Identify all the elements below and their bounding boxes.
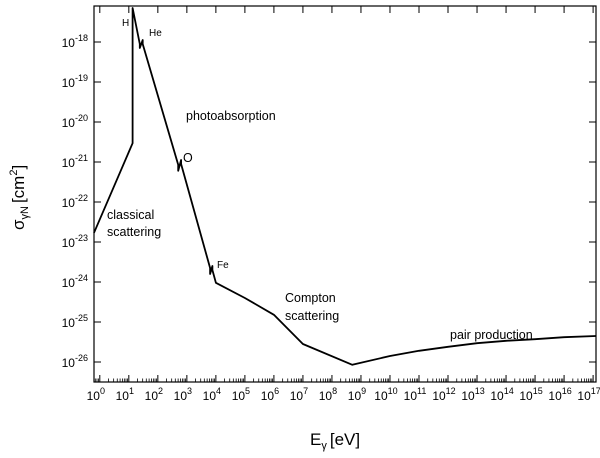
x-tick-label-1: 101 [116, 386, 134, 403]
x-tick-label-10: 1010 [374, 386, 397, 403]
y-tick-label--19: 10-19 [62, 73, 88, 90]
tick-marks [94, 6, 596, 382]
x-tick-label-12: 1012 [432, 386, 455, 403]
y-tick-label--23: 10-23 [62, 233, 88, 250]
x-tick-label-8: 108 [319, 386, 337, 403]
annotation-pair-production: pair production [450, 328, 533, 342]
x-tick-label-11: 1011 [404, 386, 427, 403]
annotation-photoabsorption: photoabsorption [186, 109, 276, 123]
x-tick-label-6: 106 [261, 386, 279, 403]
x-tick-label-9: 109 [348, 386, 366, 403]
x-tick-label-14: 1014 [490, 386, 513, 403]
x-tick-label-3: 103 [174, 386, 192, 403]
x-tick-label-0: 100 [87, 386, 105, 403]
x-axis-label: Eγ [eV] [310, 430, 360, 452]
cross-section-curve [93, 7, 597, 366]
svg-text:Eγ[eV]: Eγ [eV] [310, 430, 360, 452]
y-tick-label--22: 10-22 [62, 193, 88, 210]
x-tick-label-2: 102 [145, 386, 163, 403]
y-tick-label--25: 10-25 [62, 313, 88, 330]
tick-labels: 100 101 102 103 104 105 106 107 108 109 1010 1011 10… [62, 33, 600, 403]
annotation-compton-line1: Compton [285, 291, 336, 305]
annotation-fe: Fe [217, 260, 229, 271]
x-tick-label-7: 107 [290, 386, 308, 403]
annotation-compton-line2: scattering [285, 309, 339, 323]
annotation-o: O [183, 151, 193, 165]
y-tick-label--26: 10-26 [62, 353, 88, 370]
y-tick-label--20: 10-20 [62, 113, 88, 130]
y-tick-label--24: 10-24 [62, 273, 88, 290]
x-tick-label-5: 105 [232, 386, 250, 403]
plot-frame [93, 5, 597, 383]
x-tick-label-16: 1016 [548, 386, 571, 403]
annotation-classical-line2: scattering [107, 225, 161, 239]
x-tick-label-17: 1017 [577, 386, 600, 403]
y-tick-label--21: 10-21 [62, 153, 88, 170]
y-tick-label--18: 10-18 [62, 33, 88, 50]
annotation-classical-line1: classical [107, 208, 154, 222]
y-axis-label: σγN[cm2] [8, 165, 31, 230]
annotation-h: H [122, 18, 129, 29]
annotation-he: He [149, 28, 162, 39]
x-tick-label-4: 104 [203, 386, 221, 403]
svg-text:σγN[cm2]: σγN[cm2] [8, 165, 31, 230]
x-tick-label-13: 1013 [461, 386, 484, 403]
x-tick-label-15: 1015 [519, 386, 542, 403]
